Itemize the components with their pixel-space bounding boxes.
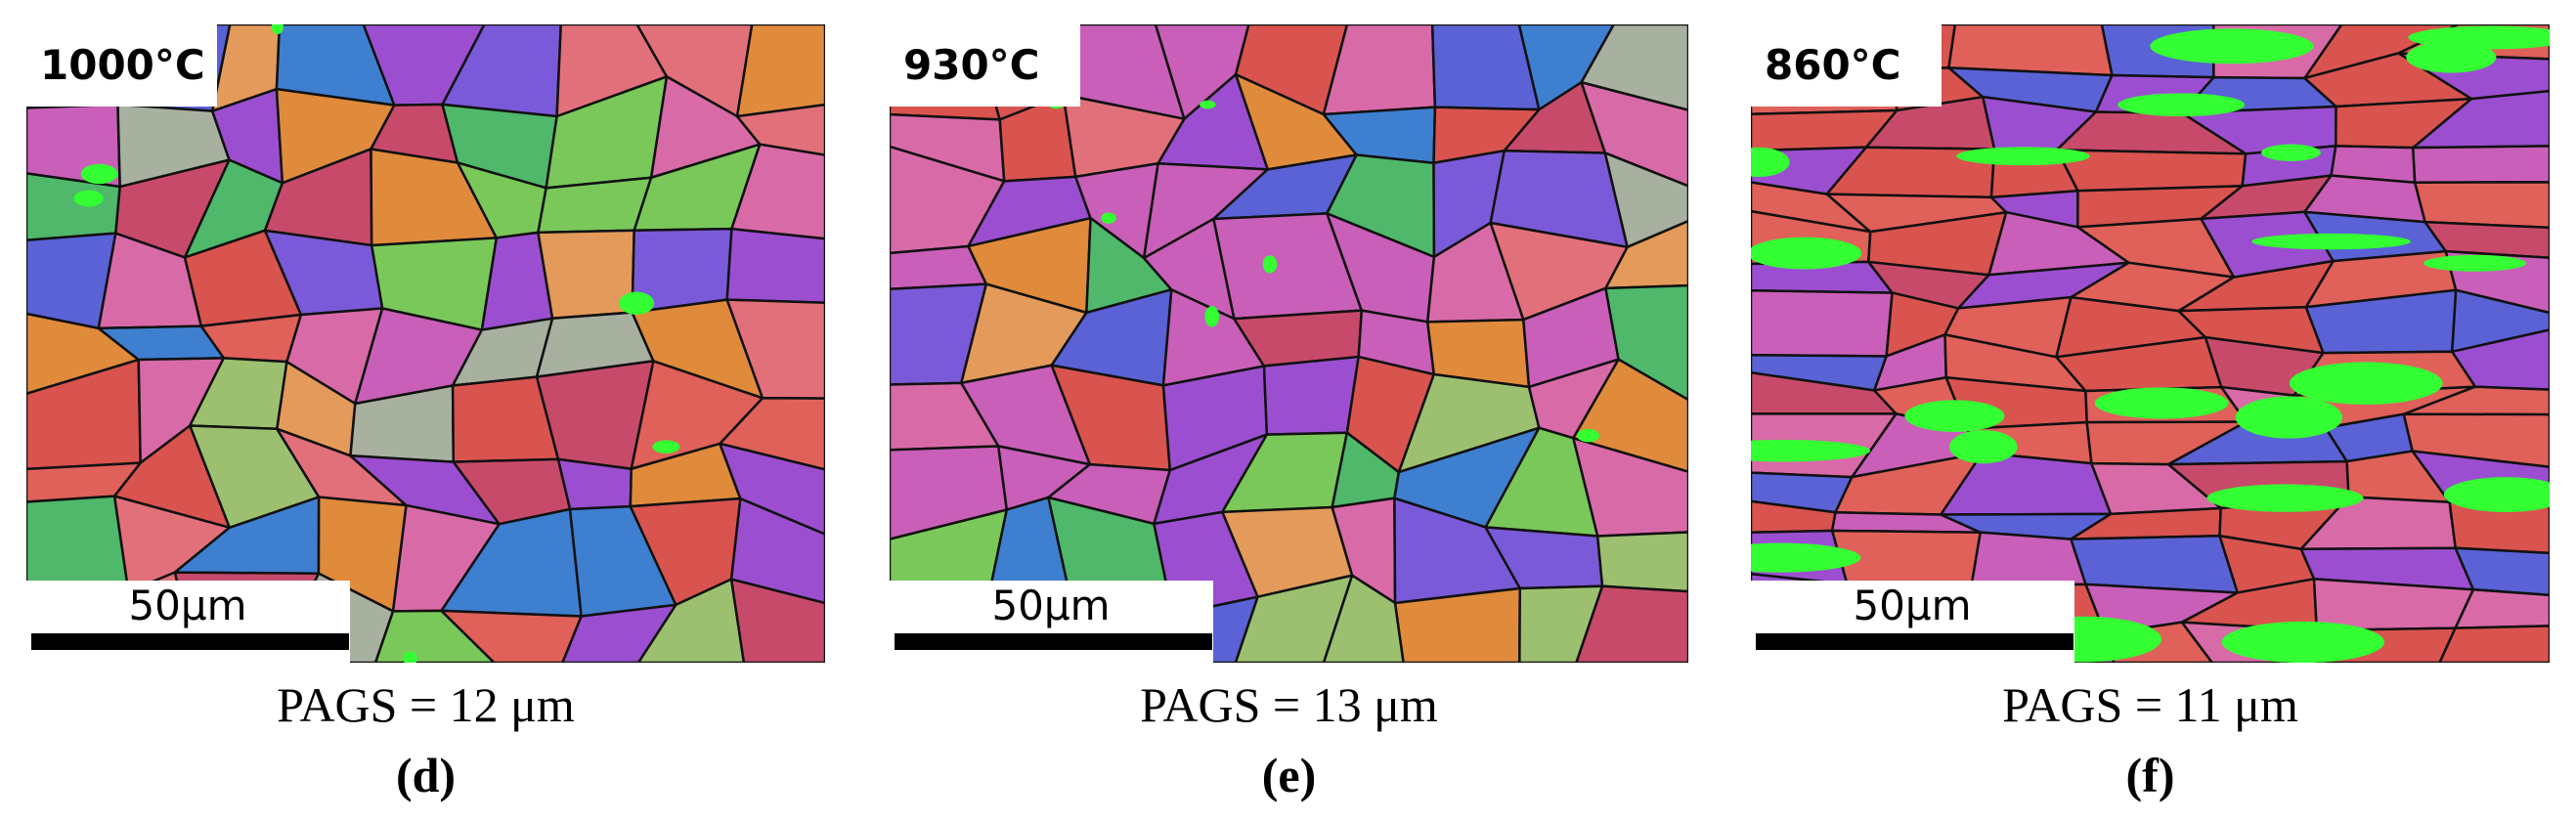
green-phase bbox=[1948, 430, 2018, 464]
grain bbox=[2413, 181, 2550, 230]
grain bbox=[2412, 145, 2550, 184]
grain bbox=[1262, 355, 1360, 436]
green-phase bbox=[2150, 28, 2314, 65]
grain bbox=[735, 103, 825, 156]
ebsd-map: 1000°C 50μm bbox=[26, 24, 825, 663]
grain bbox=[373, 609, 496, 663]
green-phase bbox=[2423, 254, 2526, 272]
green-phase bbox=[2251, 233, 2411, 250]
scale-bar-label: 50μm bbox=[128, 582, 246, 629]
grain bbox=[1234, 574, 1354, 663]
scale-bar-label: 50μm bbox=[991, 582, 1110, 629]
green-phase bbox=[73, 190, 104, 207]
ebsd-map: 930°C 50μm bbox=[890, 24, 1688, 663]
caption: PAGS = 13 μm bbox=[1140, 677, 1438, 732]
grain bbox=[2451, 288, 2550, 354]
grain bbox=[440, 609, 583, 663]
green-phase bbox=[2235, 396, 2343, 439]
grain bbox=[719, 397, 825, 471]
grain bbox=[556, 457, 633, 511]
green-phase bbox=[1904, 400, 2005, 432]
grain bbox=[636, 578, 746, 663]
scale-bar bbox=[895, 633, 1212, 650]
green-phase bbox=[2289, 362, 2443, 405]
grain bbox=[1751, 288, 1894, 358]
panel-label: (d) bbox=[396, 748, 456, 802]
green-phase bbox=[1751, 237, 1862, 270]
grain bbox=[1572, 436, 1688, 538]
panel-label: (e) bbox=[1262, 748, 1317, 802]
grain bbox=[2454, 587, 2550, 629]
grain bbox=[1604, 283, 1688, 402]
green-phase bbox=[652, 440, 680, 454]
green-phase bbox=[619, 291, 655, 315]
grain bbox=[1575, 584, 1688, 663]
scale-bar bbox=[1756, 633, 2074, 650]
temperature-label: 930°C bbox=[903, 41, 1040, 89]
green-phase bbox=[403, 651, 417, 663]
green-phase bbox=[1751, 542, 1861, 573]
temperature-box bbox=[26, 24, 217, 107]
temperature-box bbox=[890, 24, 1080, 107]
grain bbox=[1393, 586, 1522, 663]
green-phase bbox=[1262, 255, 1278, 274]
grain bbox=[2454, 546, 2550, 597]
green-phase bbox=[1956, 147, 2090, 166]
grain bbox=[1322, 574, 1405, 663]
grain bbox=[2412, 89, 2550, 150]
green-phase bbox=[80, 163, 118, 185]
grain bbox=[1604, 219, 1688, 290]
grain bbox=[1580, 81, 1688, 188]
grain bbox=[730, 143, 825, 240]
green-phase bbox=[1204, 306, 1220, 327]
scale-bar bbox=[31, 633, 349, 650]
ebsd-map: 860°C 50μm bbox=[1751, 24, 2550, 663]
green-phase bbox=[1751, 439, 1871, 462]
green-phase bbox=[1577, 428, 1600, 443]
green-phase bbox=[2406, 41, 2497, 73]
grain bbox=[1947, 24, 2114, 77]
temperature-label: 1000°C bbox=[40, 41, 205, 89]
grain bbox=[719, 442, 825, 536]
green-phase bbox=[2094, 387, 2229, 419]
grain bbox=[1572, 358, 1688, 473]
green-phase bbox=[1200, 100, 1216, 109]
grain bbox=[2438, 625, 2550, 663]
grain bbox=[725, 227, 825, 304]
green-phase bbox=[2206, 484, 2364, 512]
caption: PAGS = 11 μm bbox=[2002, 677, 2298, 732]
caption: PAGS = 12 μm bbox=[277, 677, 575, 732]
green-phase bbox=[1101, 212, 1116, 224]
temperature-box bbox=[1751, 24, 1942, 107]
panel-label: (f) bbox=[2126, 748, 2175, 802]
grain bbox=[735, 24, 825, 118]
grain bbox=[1970, 531, 2087, 587]
grain bbox=[2451, 328, 2550, 391]
scale-bar-label: 50μm bbox=[1853, 582, 1971, 629]
grain bbox=[729, 497, 825, 605]
green-phase bbox=[2261, 144, 2321, 161]
grain bbox=[537, 176, 653, 235]
green-phase bbox=[1751, 147, 1790, 178]
green-phase bbox=[2443, 477, 2550, 512]
green-phase bbox=[2221, 621, 2385, 663]
green-phase bbox=[271, 24, 284, 35]
grain bbox=[2423, 220, 2550, 260]
grain bbox=[725, 298, 825, 400]
grain bbox=[1603, 151, 1688, 249]
grain bbox=[1595, 531, 1688, 593]
grain bbox=[729, 578, 825, 663]
green-phase bbox=[2118, 93, 2246, 117]
temperature-label: 860°C bbox=[1765, 41, 1901, 89]
grain bbox=[2402, 385, 2550, 416]
